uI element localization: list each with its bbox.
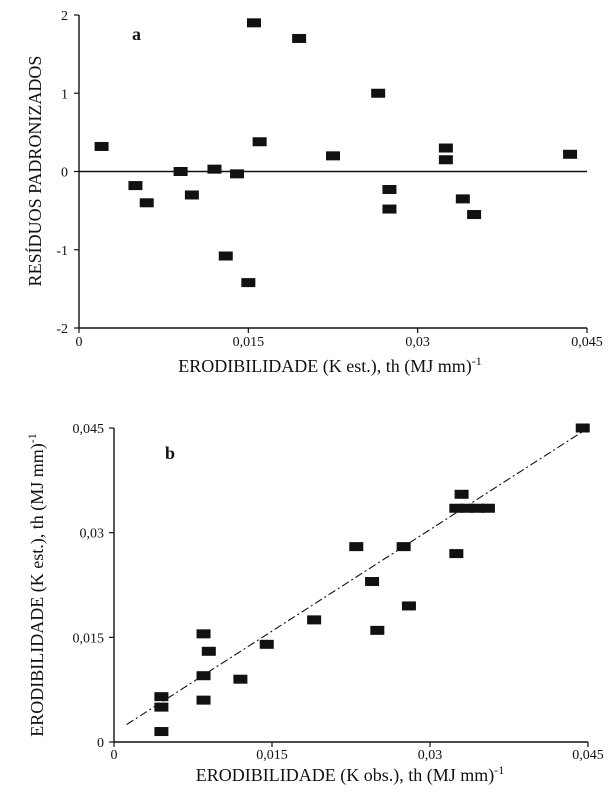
panel-a-data-point xyxy=(292,33,307,43)
panel-b-data-point xyxy=(449,549,464,559)
panel-a-y-axis-title: RESÍDUOS PADRONIZADOS xyxy=(24,56,45,287)
panel-b-x-axis-title: ERODIBILIDADE (K obs.), th (MJ mm)-1 xyxy=(196,763,504,786)
panel-b-data-point xyxy=(196,671,211,681)
panel-b-data-point xyxy=(201,646,216,656)
panel-b-x-tick-label: 0,03 xyxy=(418,748,443,763)
panel-b-data-point xyxy=(196,629,211,639)
panel-a-y-tick-label: 2 xyxy=(61,9,68,24)
panel-a-data-point xyxy=(382,204,397,214)
panel-a-x-axis-title: ERODIBILIDADE (K est.), th (MJ mm)-1 xyxy=(178,354,481,377)
panel-b-x-tick-label: 0 xyxy=(111,748,118,763)
panel-a-data-point xyxy=(128,181,143,191)
panel-b-data-point xyxy=(370,625,385,635)
panel-a-data-point xyxy=(438,155,453,165)
panel-b-data-point xyxy=(154,727,169,737)
panel-b-data-point xyxy=(396,542,411,552)
panel-a-x-tick-label: 0 xyxy=(76,335,83,350)
residuals-panel: a RESÍDUOS PADRONIZADOS ERODIBILIDADE (K… xyxy=(24,9,603,377)
panel-a-data-point xyxy=(246,18,261,28)
panel-b-y-tick-label: 0 xyxy=(97,736,104,751)
panel-a-data-point xyxy=(218,251,233,261)
panel-a-data-point xyxy=(382,184,397,194)
panel-a-data-point xyxy=(184,190,199,200)
panel-a-label: a xyxy=(132,24,141,44)
panel-a-y-tick-label: -2 xyxy=(56,322,68,337)
panel-b-data-point xyxy=(259,639,274,649)
panel-a-ticks: 0 0,015 0,03 0,045 -2 -1 0 1 2 xyxy=(56,9,602,350)
panel-b-data-point xyxy=(470,503,485,513)
panel-a-x-axis-title-text: ERODIBILIDADE (K est.), th (MJ mm) xyxy=(178,356,471,377)
panel-a-y-tick-label: -1 xyxy=(56,244,68,259)
panel-b-data-point xyxy=(307,615,322,625)
panel-a-data-point xyxy=(371,88,386,98)
panel-a-y-tick-label: 0 xyxy=(61,166,68,181)
fit-panel: b ERODIBILIDADE (K est.), th (MJ mm)-1 E… xyxy=(25,422,604,786)
panel-b-y-axis-title-superscript: -1 xyxy=(25,433,39,443)
panel-b-data-point xyxy=(449,503,464,513)
panel-b-data-point xyxy=(401,601,416,611)
panel-a-data-point xyxy=(455,194,470,204)
panel-b-y-tick-label: 0,03 xyxy=(80,527,105,542)
panel-b-fit-line xyxy=(126,431,584,726)
panel-b-data-point xyxy=(480,503,495,513)
panel-a-x-tick-label: 0,015 xyxy=(233,335,265,350)
panel-b-x-axis-title-text: ERODIBILIDADE (K obs.), th (MJ mm) xyxy=(196,765,494,786)
panel-a-data-point xyxy=(241,278,256,288)
panel-a-x-tick-label: 0,045 xyxy=(571,335,603,350)
panel-a-x-axis-title-superscript: -1 xyxy=(472,354,482,368)
panel-b-x-tick-label: 0,045 xyxy=(572,748,604,763)
panel-b-x-axis-title-superscript: -1 xyxy=(494,763,504,777)
panel-b-y-tick-label: 0,045 xyxy=(73,422,105,437)
panel-b-data-point xyxy=(154,692,169,702)
panel-a-data-point xyxy=(252,137,267,147)
panel-b-data-point xyxy=(365,577,380,587)
panel-a-data-point xyxy=(438,143,453,153)
panel-b-y-axis-title-text: ERODIBILIDADE (K est.), th (MJ mm) xyxy=(27,443,48,736)
panel-b-data-point xyxy=(349,542,364,552)
panel-b-data-point xyxy=(233,674,248,684)
panel-b-y-axis-title: ERODIBILIDADE (K est.), th (MJ mm)-1 xyxy=(25,433,48,736)
panel-a-data-point xyxy=(207,164,222,174)
panel-b-y-tick-label: 0,015 xyxy=(73,631,105,646)
panel-b-x-tick-label: 0,015 xyxy=(256,748,288,763)
panel-a-data-point xyxy=(563,149,578,159)
panel-b-ticks: 0 0,015 0,03 0,045 0 0,015 0,03 0,045 xyxy=(73,422,604,763)
panel-b-data-point xyxy=(454,489,469,499)
panel-b-data-point xyxy=(575,423,590,433)
panel-a-data-point xyxy=(326,151,340,161)
panel-a-data-point xyxy=(173,167,188,176)
panel-a-data-points xyxy=(94,18,578,288)
panel-b-data-point xyxy=(154,702,169,712)
panel-a-data-point xyxy=(139,198,154,208)
panel-b-fit-lines xyxy=(126,431,584,726)
panel-a-data-point xyxy=(230,169,245,179)
panel-a-data-point xyxy=(94,141,109,151)
panel-b-data-point xyxy=(459,503,474,513)
panel-b-data-points xyxy=(154,423,590,737)
panel-b-label: b xyxy=(165,443,175,463)
panel-a-x-tick-label: 0,03 xyxy=(405,335,430,350)
panel-a-y-axis-title-text: RESÍDUOS PADRONIZADOS xyxy=(24,56,45,287)
panel-a-data-point xyxy=(467,210,482,220)
panel-b-data-point xyxy=(196,695,211,705)
panel-a-y-tick-label: 1 xyxy=(61,87,68,102)
